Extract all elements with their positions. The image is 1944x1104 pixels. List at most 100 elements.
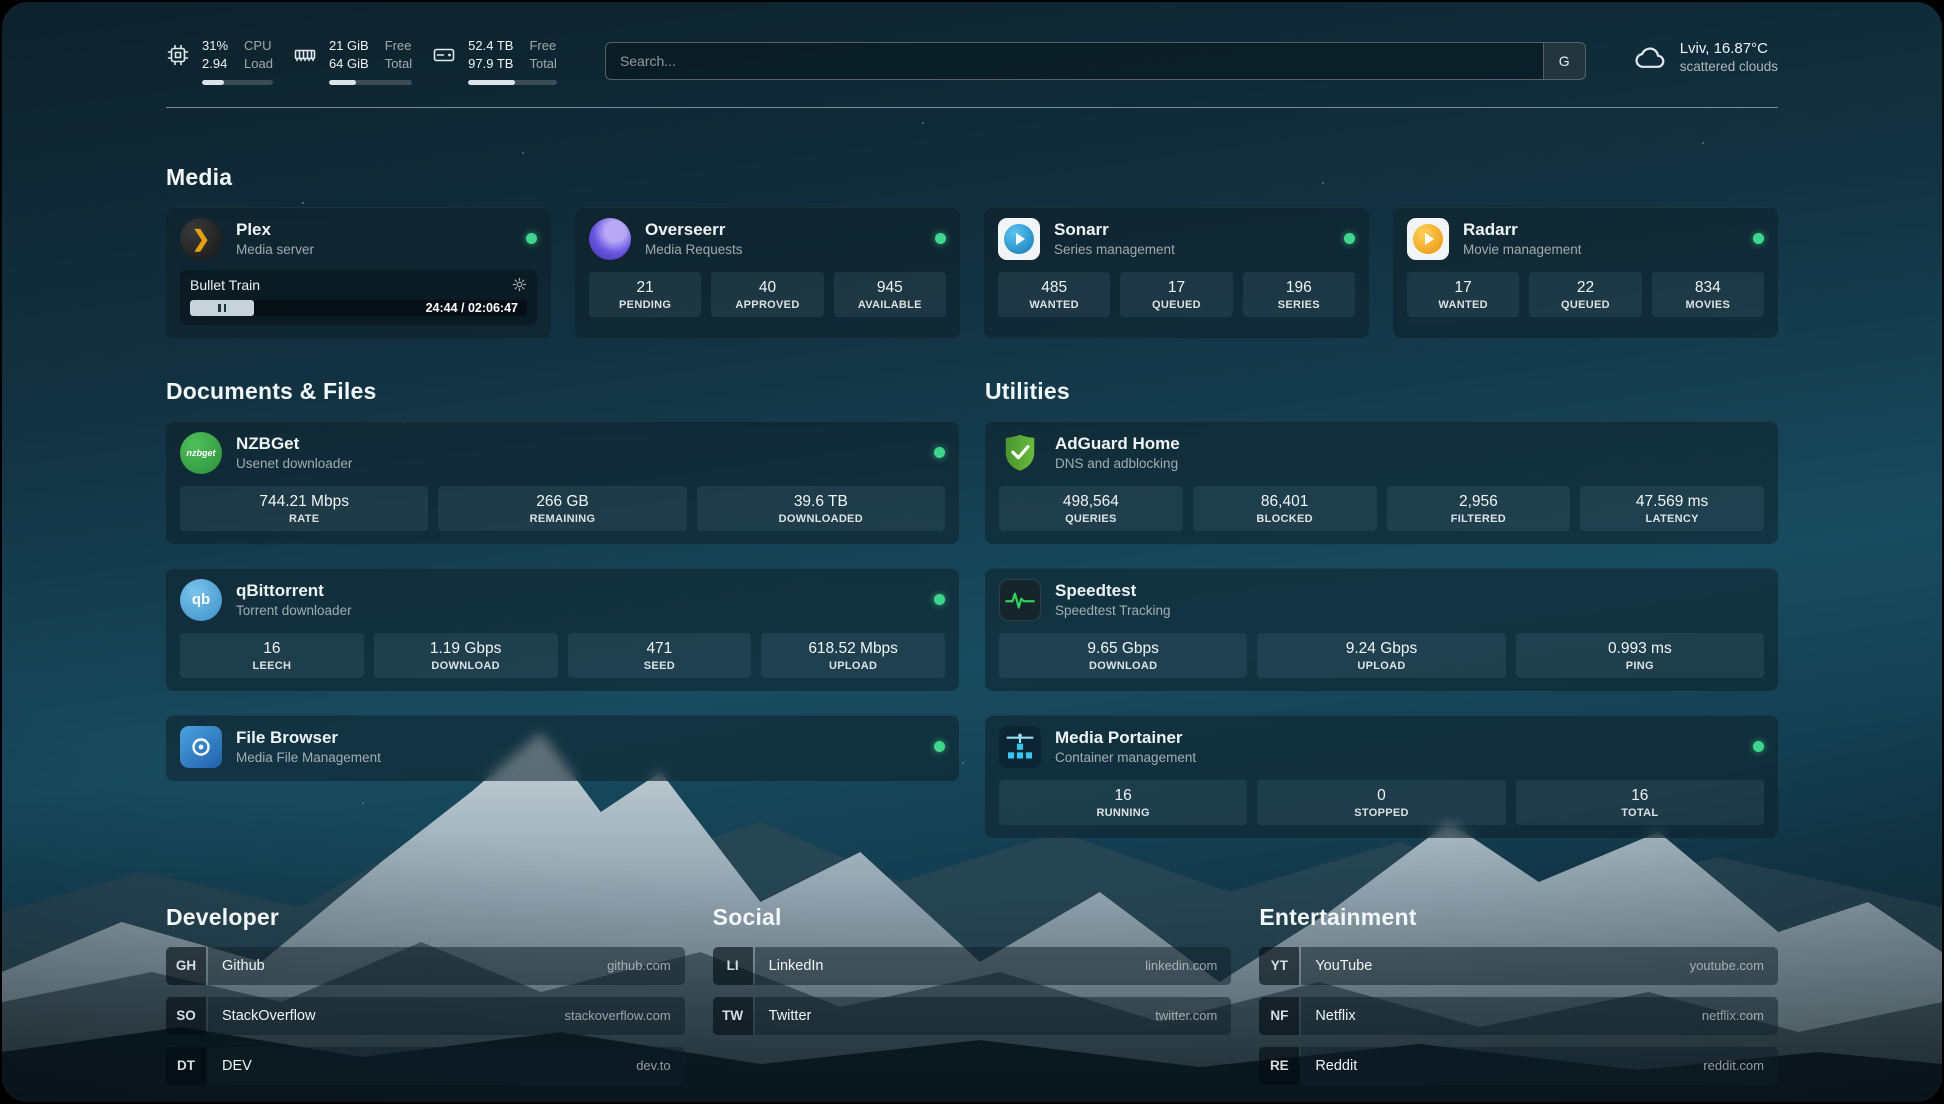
- bookmark-reddit[interactable]: RE Reddit reddit.com: [1259, 1046, 1778, 1085]
- stat-value: 471: [646, 639, 673, 657]
- app-desc: DNS and adblocking: [1055, 456, 1179, 472]
- stat-label: DOWNLOADED: [778, 512, 863, 525]
- stat-label: DOWNLOAD: [431, 659, 500, 672]
- pause-button[interactable]: [190, 299, 255, 316]
- plex-card[interactable]: ❯ Plex Media server Bullet Train: [166, 206, 551, 338]
- bookmark-abbr: NF: [1259, 996, 1300, 1035]
- speedtest-card[interactable]: Speedtest Speedtest Tracking 9.65 Gbps D…: [985, 567, 1778, 691]
- stat-value: 945: [876, 278, 903, 296]
- disk-free: 52.4 TB: [468, 38, 514, 53]
- bookmark-url: dev.to: [636, 1058, 671, 1074]
- stat-label: TOTAL: [1621, 806, 1659, 819]
- stat-movies: 834 MOVIES: [1651, 271, 1764, 317]
- bookmark-url: reddit.com: [1703, 1058, 1764, 1074]
- stat-label: PING: [1625, 659, 1654, 672]
- stat-rate: 744.21 Mbps RATE: [180, 485, 429, 531]
- stat-label: SEED: [643, 659, 675, 672]
- stat-value: 17: [1167, 278, 1186, 296]
- bookmark-name: Github: [222, 957, 265, 974]
- status-dot: [1753, 741, 1764, 753]
- stat-queued: 22 QUEUED: [1529, 271, 1642, 317]
- memory-progress: [328, 79, 413, 85]
- utilities-section-title: Utilities: [985, 377, 1070, 404]
- top-bar: 31% CPU 2.94 Load 21 GiB Free 64 GiB Tot…: [166, 38, 1778, 85]
- stat-value: 40: [758, 278, 777, 296]
- stat-value: 16: [263, 639, 281, 657]
- stat-value: 16: [1114, 786, 1132, 804]
- nzbget-card[interactable]: nzbget NZBGet Usenet downloader 744.21 M…: [166, 420, 959, 544]
- app-name: qBittorrent: [236, 581, 324, 601]
- memory-icon: [294, 49, 316, 62]
- app-desc: Series management: [1054, 242, 1175, 258]
- bookmark-twitter[interactable]: TW Twitter twitter.com: [712, 996, 1232, 1035]
- sonarr-card[interactable]: Sonarr Series management 485 WANTED 17 Q…: [984, 206, 1369, 338]
- radarr-icon: [1407, 217, 1449, 260]
- plex-icon: ❯: [180, 217, 222, 260]
- memory-widget: 21 GiB Free 64 GiB Total: [293, 38, 413, 85]
- now-playing-title: Bullet Train: [190, 276, 261, 293]
- stat-running: 16 RUNNING: [999, 779, 1248, 825]
- stat-filtered: 2,956 FILTERED: [1386, 485, 1571, 531]
- app-name: Speedtest: [1055, 581, 1137, 601]
- app-name: NZBGet: [236, 434, 300, 454]
- settings-gear-icon[interactable]: [512, 277, 527, 292]
- stat-label: UPLOAD: [829, 659, 878, 672]
- bookmark-netflix[interactable]: NF Netflix netflix.com: [1259, 996, 1778, 1035]
- status-dot: [934, 594, 945, 606]
- status-dot: [934, 447, 945, 459]
- app-desc: Container management: [1055, 750, 1197, 766]
- bookmark-url: youtube.com: [1689, 958, 1764, 974]
- bookmark-stackoverflow[interactable]: SO StackOverflow stackoverflow.com: [166, 996, 685, 1035]
- radarr-card[interactable]: Radarr Movie management 17 WANTED 22 QUE…: [1393, 206, 1778, 338]
- bookmark-github[interactable]: GH Github github.com: [166, 946, 685, 985]
- filebrowser-card[interactable]: File Browser Media File Management: [166, 714, 959, 781]
- stat-blocked: 86,401 BLOCKED: [1192, 485, 1377, 531]
- bookmark-abbr: TW: [712, 996, 753, 1035]
- stat-value: 39.6 TB: [793, 492, 848, 510]
- stat-label: PENDING: [619, 298, 672, 311]
- weather-condition: scattered clouds: [1679, 59, 1778, 74]
- bookmark-url: linkedin.com: [1145, 958, 1218, 974]
- stat-label: REMAINING: [529, 512, 596, 525]
- overseerr-card[interactable]: Overseerr Media Requests 21 PENDING 40 A…: [575, 206, 960, 338]
- disk-widget: 52.4 TB Free 97.9 TB Total: [432, 38, 557, 85]
- stat-value: 0: [1377, 786, 1386, 804]
- portainer-card[interactable]: Media Portainer Container management 16 …: [985, 714, 1778, 838]
- stat-downloaded: 39.6 TB DOWNLOADED: [696, 485, 945, 531]
- stat-pending: 21 PENDING: [589, 271, 702, 317]
- section-documents: Documents & Files nzbget NZBGet Usenet d…: [166, 378, 959, 805]
- section-media: Media ❯ Plex Media server Bullet Tr: [166, 164, 1778, 338]
- bookmark-name: Netflix: [1315, 1007, 1356, 1024]
- app-desc: Media Requests: [645, 242, 743, 258]
- status-dot: [526, 233, 537, 245]
- search-input[interactable]: [605, 43, 1543, 79]
- stat-value: 1.19 Gbps: [429, 639, 502, 657]
- app-name: Sonarr: [1054, 220, 1109, 240]
- entertainment-title: Entertainment: [1259, 903, 1417, 930]
- stat-label: BLOCKED: [1256, 512, 1313, 525]
- search-provider-button[interactable]: G: [1542, 43, 1585, 79]
- bookmarks-developer: Developer GH Github github.com SO StackO…: [166, 904, 685, 1097]
- sonarr-icon: [998, 217, 1040, 260]
- stat-label: DOWNLOAD: [1088, 659, 1158, 672]
- stat-value: 2,956: [1458, 492, 1498, 510]
- qbittorrent-card[interactable]: qb qBittorrent Torrent downloader 16 LEE…: [166, 567, 959, 691]
- bookmark-youtube[interactable]: YT YouTube youtube.com: [1259, 946, 1778, 985]
- stat-value: 266 GB: [536, 492, 589, 510]
- stat-value: 17: [1454, 278, 1472, 296]
- disk-label-1: Free: [529, 38, 557, 53]
- app-desc: Movie management: [1463, 242, 1582, 258]
- plex-now-playing: Bullet Train 24:44 / 02:06:47: [180, 269, 537, 325]
- bookmark-linkedin[interactable]: LI LinkedIn linkedin.com: [712, 946, 1232, 985]
- stat-value: 0.993 ms: [1607, 639, 1672, 657]
- stat-wanted: 485 WANTED: [998, 271, 1111, 317]
- app-name: Overseerr: [645, 220, 726, 240]
- stat-value: 9.65 Gbps: [1087, 639, 1159, 657]
- stat-label: MOVIES: [1685, 298, 1731, 311]
- portainer-icon: [999, 725, 1041, 768]
- bookmark-dev[interactable]: DT DEV dev.to: [166, 1046, 685, 1085]
- bookmark-abbr: LI: [712, 946, 753, 985]
- stat-stopped: 0 STOPPED: [1257, 779, 1506, 825]
- playback-progress-bar[interactable]: 24:44 / 02:06:47: [190, 299, 527, 316]
- adguard-card[interactable]: AdGuard Home DNS and adblocking 498,564 …: [985, 420, 1778, 544]
